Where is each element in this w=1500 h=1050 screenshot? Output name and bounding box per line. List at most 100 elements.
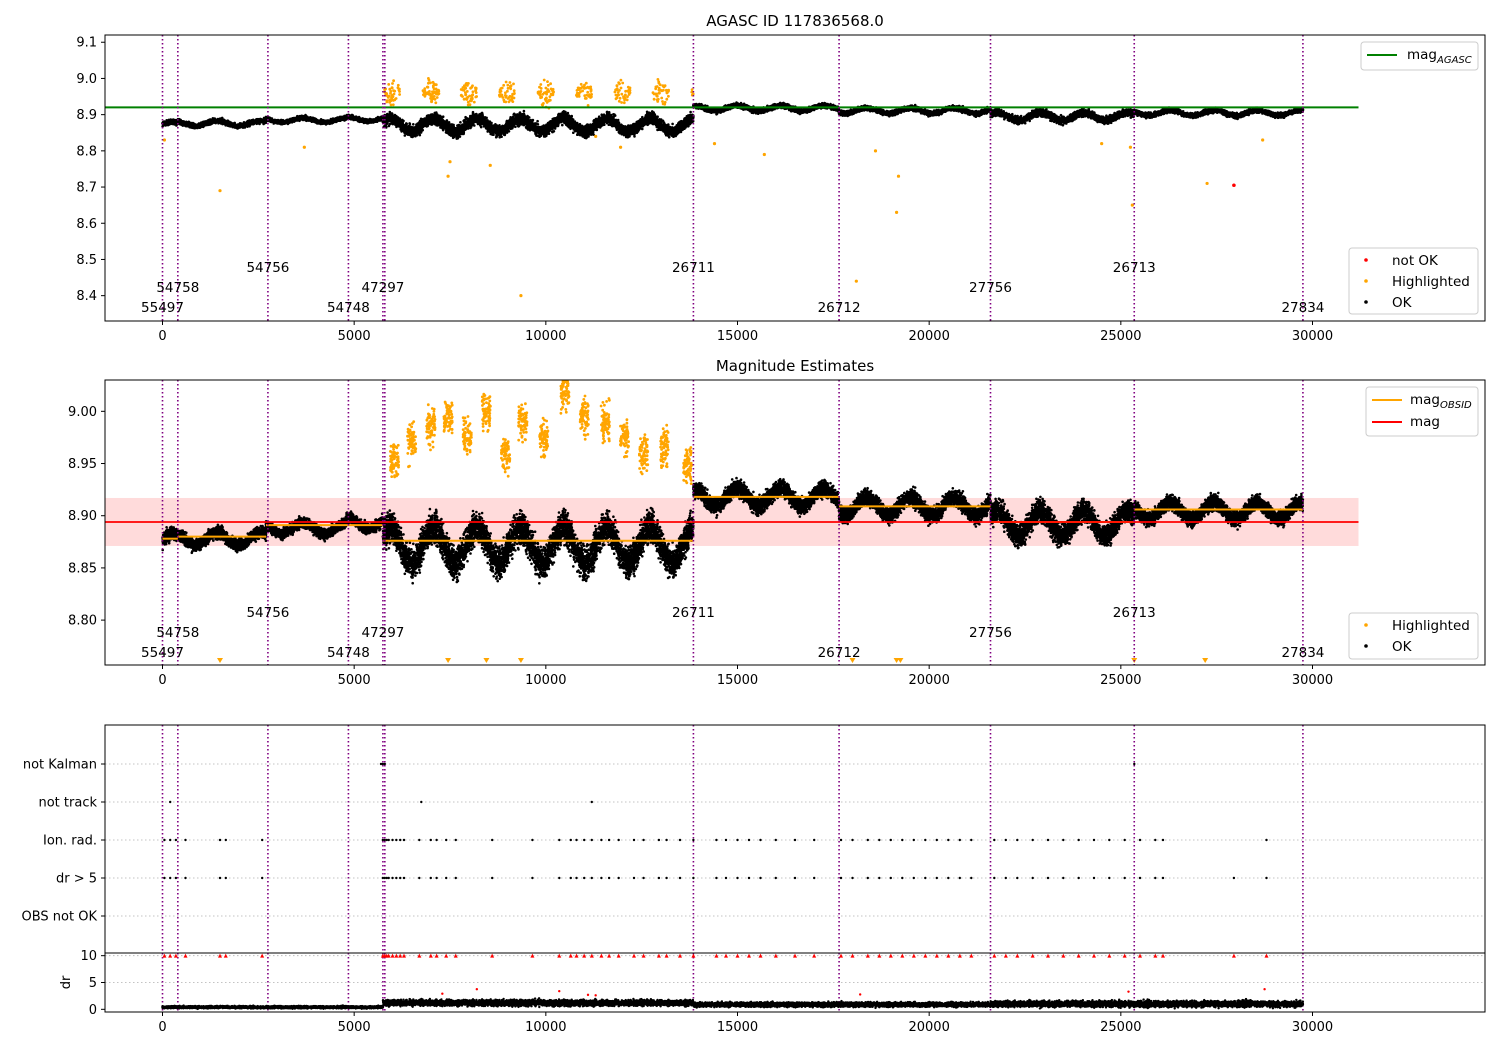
highlighted-point	[465, 90, 469, 93]
highlighted-point	[466, 100, 470, 104]
highlighted-point	[589, 88, 593, 92]
highlighted-point	[471, 84, 474, 88]
highlighted-point	[432, 95, 436, 98]
ok-point	[412, 123, 415, 126]
highlighted-point	[545, 92, 548, 96]
highlighted-point	[383, 88, 387, 92]
ok-point	[285, 120, 288, 124]
highlighted-point	[658, 83, 662, 87]
highlighted-point	[618, 89, 621, 92]
highlighted-point	[427, 81, 430, 85]
highlighted-point	[437, 88, 440, 92]
highlighted-point	[462, 97, 466, 101]
highlighted-point	[615, 84, 619, 87]
highlighted-point	[507, 96, 511, 99]
highlighted-point	[386, 96, 390, 99]
highlighted-point	[389, 103, 393, 107]
highlighted-point	[501, 96, 505, 99]
highlighted-point	[503, 94, 507, 97]
highlighted-point	[432, 86, 435, 89]
ok-point	[288, 120, 291, 123]
highlighted-point	[387, 83, 391, 86]
highlighted-point	[661, 102, 665, 106]
highlighted-point	[498, 95, 502, 98]
ok-point	[194, 124, 198, 127]
highlighted-point	[396, 83, 400, 87]
ok-point	[226, 123, 229, 126]
ok-point	[217, 119, 220, 122]
highlighted-point	[472, 100, 476, 104]
highlighted-point	[512, 89, 516, 93]
ok-point	[236, 125, 239, 129]
ok-point	[165, 119, 168, 122]
highlighted-point	[471, 90, 475, 94]
highlighted-point	[617, 81, 621, 85]
ok-point	[173, 119, 177, 123]
ok-point	[320, 121, 323, 125]
ok-point	[362, 120, 365, 124]
panel1-title: AGASC ID 117836568.0	[706, 12, 884, 30]
highlighted-point	[662, 88, 665, 92]
highlighted-point	[391, 82, 394, 85]
highlighted-point	[470, 94, 474, 97]
highlighted-point	[622, 101, 626, 105]
highlighted-point	[435, 96, 439, 99]
ok-point	[553, 127, 557, 130]
ok-point	[276, 118, 280, 122]
ok-point	[163, 121, 166, 125]
highlighted-point	[504, 80, 508, 84]
highlighted-point	[548, 98, 551, 102]
highlighted-point	[581, 85, 585, 89]
highlighted-point	[626, 85, 630, 89]
highlighted-point	[588, 93, 591, 97]
ok-point	[329, 119, 333, 122]
ok-point	[233, 121, 236, 125]
highlighted-point	[468, 99, 472, 103]
highlighted-point	[619, 86, 623, 90]
ok-point	[360, 117, 363, 121]
highlighted-point	[398, 93, 401, 96]
ok-point	[253, 119, 256, 123]
ok-point	[223, 122, 227, 126]
highlighted-point	[502, 98, 506, 102]
highlighted-point	[388, 87, 392, 91]
highlighted-point	[474, 89, 477, 93]
highlighted-point	[542, 78, 546, 82]
highlighted-point	[663, 84, 667, 88]
highlighted-point	[430, 100, 433, 104]
highlighted-point	[474, 95, 478, 99]
highlighted-point	[391, 103, 395, 107]
ok-point	[183, 124, 186, 127]
ok-point	[245, 122, 249, 125]
highlighted-point	[690, 88, 694, 91]
highlighted-point	[431, 80, 435, 84]
highlighted-point	[435, 91, 439, 95]
highlighted-point	[428, 90, 431, 93]
ok-point	[185, 124, 189, 128]
highlighted-point	[542, 91, 546, 95]
highlighted-point	[551, 87, 555, 91]
highlighted-point	[576, 92, 580, 96]
ok-point	[168, 121, 171, 124]
ok-point	[242, 123, 245, 127]
ok-point	[379, 117, 382, 121]
highlighted-point	[384, 91, 388, 95]
highlighted-point	[465, 83, 469, 87]
ok-point	[171, 119, 174, 123]
ok-point	[297, 115, 301, 118]
highlighted-point	[506, 83, 510, 87]
highlighted-point	[542, 102, 545, 105]
highlighted-point	[397, 88, 401, 92]
highlighted-point	[587, 86, 591, 90]
highlighted-point	[575, 95, 579, 98]
highlighted-point	[549, 92, 553, 96]
highlighted-point	[691, 92, 695, 96]
highlighted-point	[620, 101, 623, 104]
ok-point	[312, 116, 315, 120]
ok-point	[288, 117, 292, 121]
highlighted-point	[659, 88, 662, 92]
highlighted-point	[577, 95, 581, 98]
highlighted-point	[512, 96, 516, 100]
highlighted-point	[498, 90, 502, 93]
